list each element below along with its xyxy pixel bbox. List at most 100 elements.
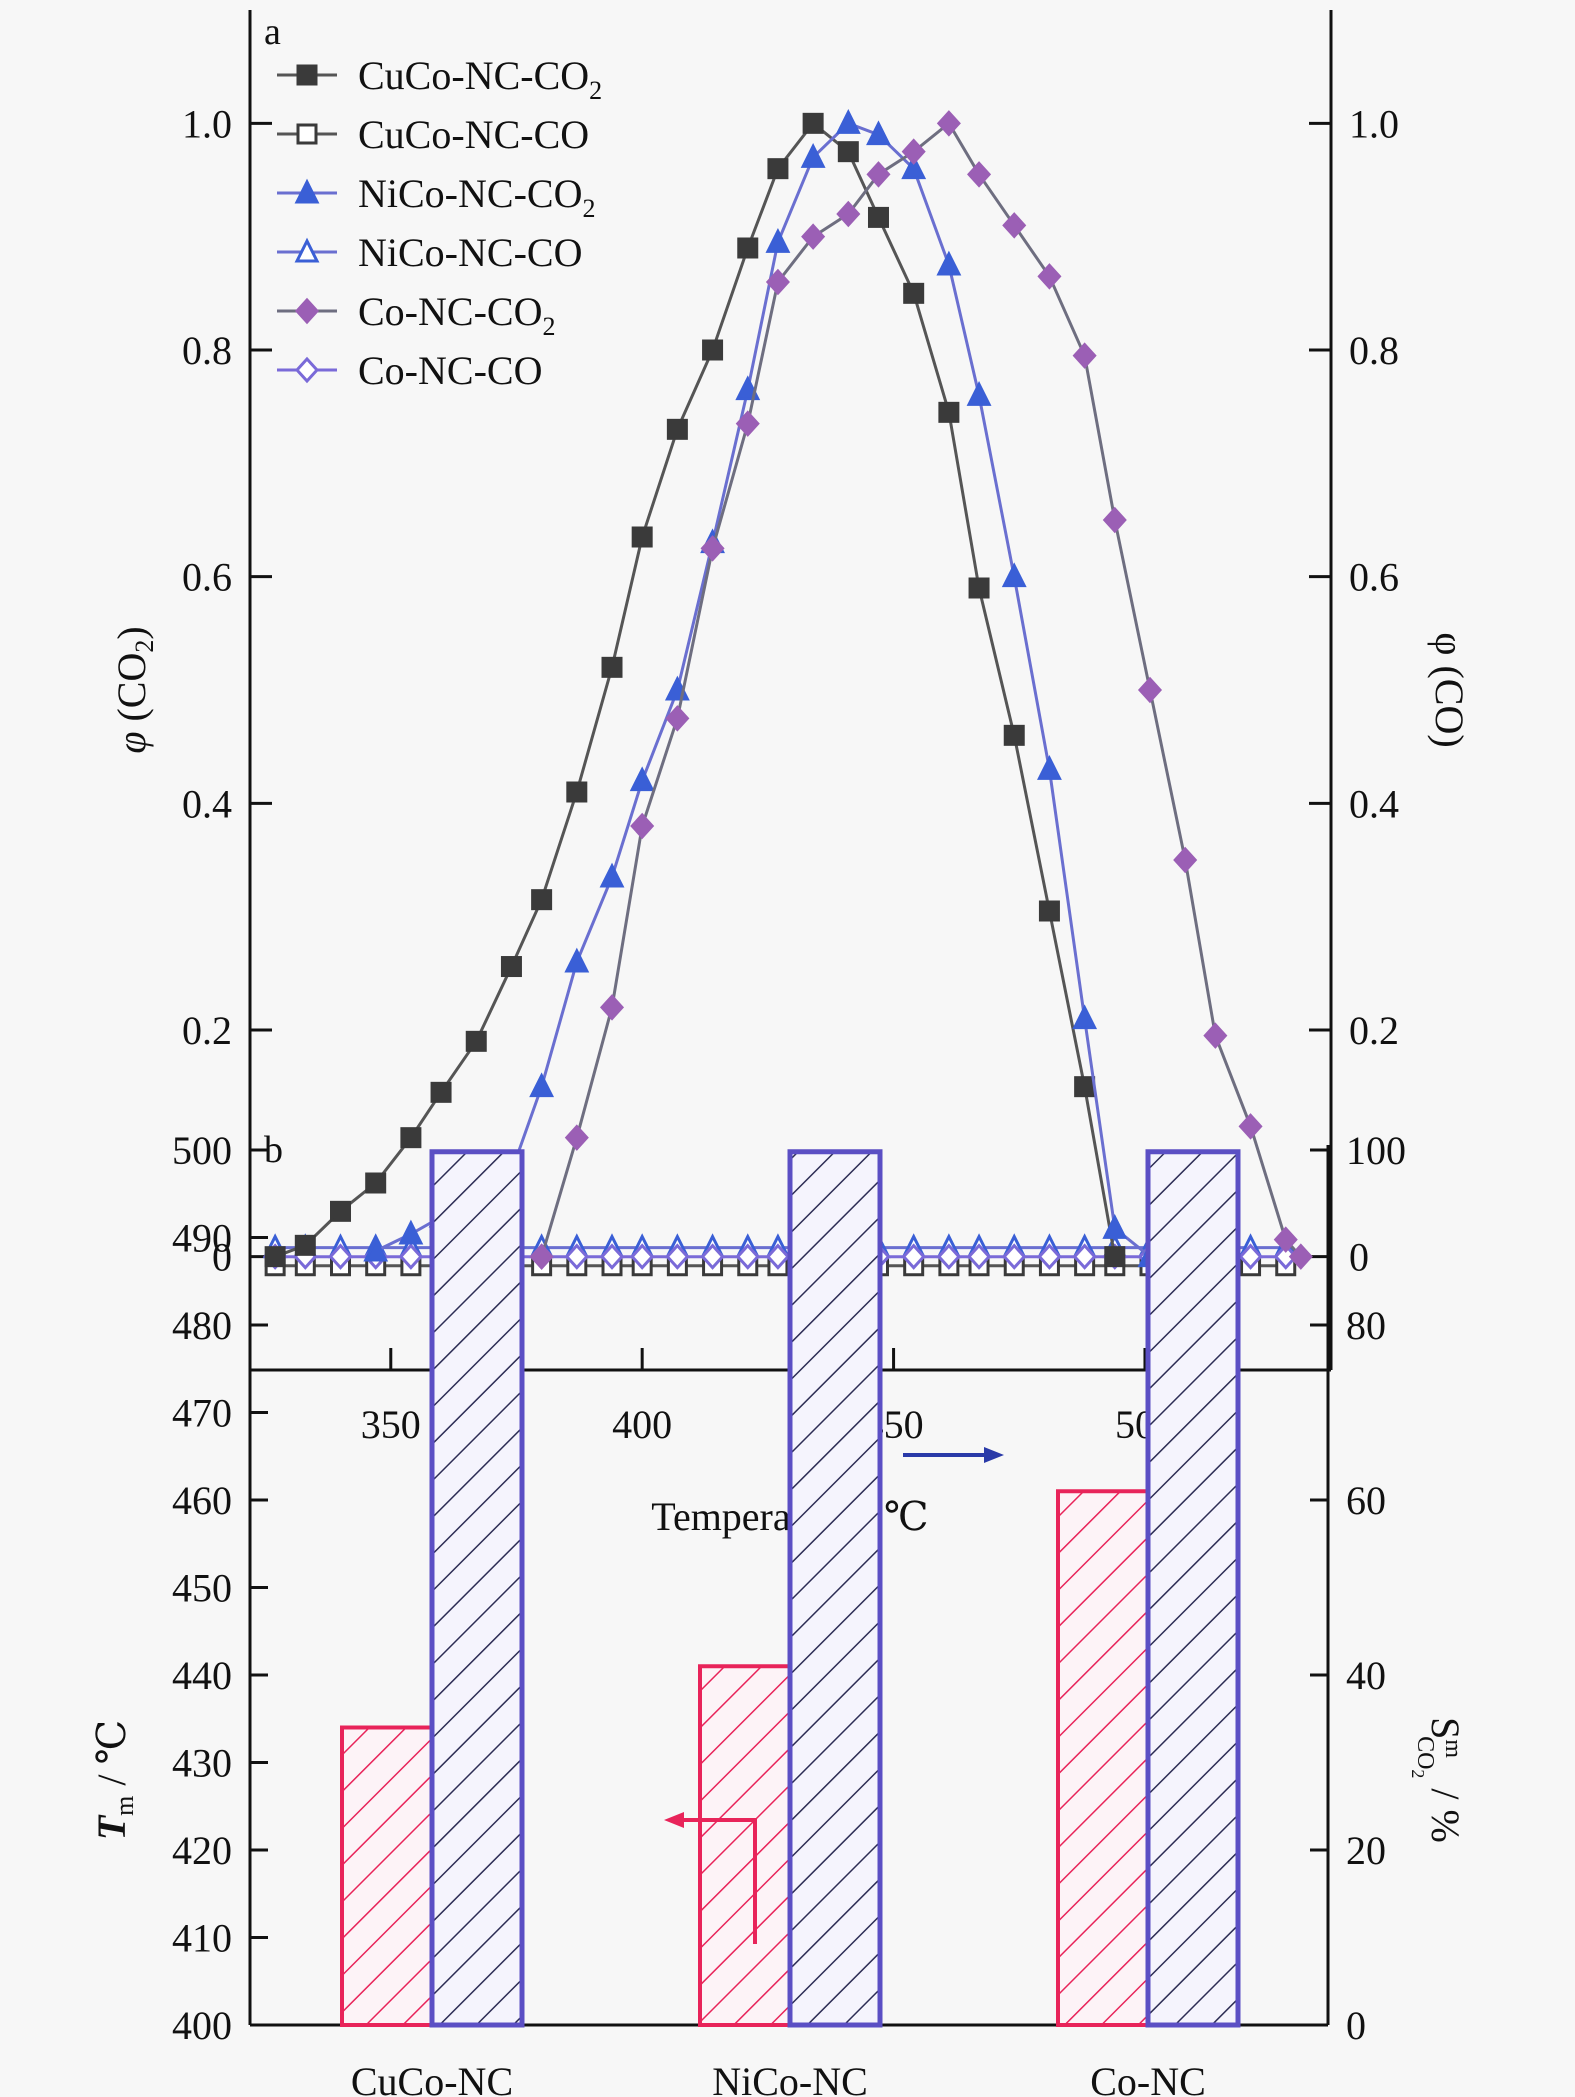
data-point — [1037, 263, 1062, 290]
data-point — [1072, 342, 1097, 369]
data-point — [1102, 506, 1127, 534]
data-point — [1072, 1243, 1097, 1270]
data-point — [867, 206, 889, 228]
legend-label: NiCo-NC-CO2 — [358, 171, 595, 223]
bar-tm — [698, 1664, 792, 2027]
data-point — [1238, 1113, 1263, 1140]
y-tick-label: 0.8 — [182, 328, 232, 373]
data-point — [1203, 1022, 1228, 1049]
data-point — [564, 1243, 589, 1270]
data-point — [936, 110, 961, 137]
legend-marker — [296, 123, 318, 145]
data-point — [531, 889, 553, 911]
bar-selectivity — [787, 1149, 883, 2028]
y-tick-label: 400 — [172, 2003, 232, 2048]
data-point — [500, 956, 522, 978]
panel-b-label: b — [264, 1129, 283, 1171]
legend-entry: CuCo-NC-CO — [277, 112, 589, 157]
legend-label: NiCo-NC-CO — [358, 230, 582, 275]
data-point — [901, 154, 927, 180]
data-point — [802, 112, 824, 134]
y2-axis-title-b: SmCO2 / % — [1408, 1717, 1468, 1843]
data-point — [365, 1172, 387, 1194]
data-point — [700, 1243, 725, 1270]
data-point — [599, 1243, 625, 1270]
legend: CuCo-NC-CO2 CuCo-NC-CO NiCo-NC-CO2 NiCo-NC-… — [277, 53, 602, 393]
series-nico-nc-co2 — [363, 108, 1163, 1268]
y-tick-label: 0.2 — [182, 1008, 232, 1053]
data-point — [967, 1243, 992, 1270]
data-point — [1002, 1243, 1027, 1270]
x-category-label: NiCo-NC — [712, 2059, 868, 2097]
series-cuco-nc-co2 — [264, 112, 1126, 1268]
y2-tick-label: 0.8 — [1349, 328, 1399, 373]
data-point — [936, 1243, 961, 1270]
data-point — [599, 994, 625, 1021]
data-point — [1273, 1226, 1298, 1253]
data-point — [1001, 562, 1027, 588]
data-point — [966, 380, 992, 406]
data-point — [601, 656, 623, 678]
data-point — [1104, 1246, 1126, 1268]
data-point — [801, 223, 826, 250]
data-point — [398, 1243, 423, 1270]
data-point — [400, 1127, 422, 1149]
legend-entry: CuCo-NC-CO2 — [277, 53, 602, 105]
bar-tm — [1056, 1489, 1150, 2027]
y2-axis-title: φ (CO) — [1427, 632, 1472, 747]
data-point — [1137, 676, 1163, 704]
series-co-nc-co2 — [529, 110, 1313, 1270]
data-point — [1072, 1004, 1098, 1030]
data-point — [1002, 212, 1027, 239]
data-point — [700, 535, 725, 562]
y2-tick-label: 0 — [1349, 1235, 1369, 1280]
data-point — [735, 410, 760, 437]
y-tick-label: 500 — [172, 1128, 232, 1173]
data-point — [765, 268, 790, 296]
data-point — [866, 120, 891, 146]
data-point — [837, 141, 859, 163]
y2-tick-label: 0.6 — [1349, 555, 1399, 600]
x-tick-label: 400 — [612, 1402, 672, 1447]
data-point — [630, 812, 655, 840]
data-point — [835, 108, 861, 134]
y-tick-label: 420 — [172, 1828, 232, 1873]
y2-tick-label: 0.2 — [1349, 1008, 1399, 1053]
data-point — [903, 282, 925, 304]
legend-marker — [294, 356, 320, 384]
y2-tick-label: 0.4 — [1349, 781, 1399, 826]
legend-label: CuCo-NC-CO2 — [358, 53, 602, 105]
bar-selectivity — [1145, 1149, 1241, 2028]
data-point — [1037, 1243, 1062, 1270]
data-point — [465, 1030, 487, 1052]
legend-marker — [296, 64, 318, 86]
data-point — [1037, 754, 1062, 780]
data-point — [1038, 900, 1060, 922]
data-point — [599, 862, 625, 888]
data-point — [1003, 724, 1025, 746]
left-arrow-annotation — [678, 1818, 757, 1944]
data-point — [968, 577, 990, 599]
data-point — [936, 250, 962, 276]
y2-tick-label: 0 — [1346, 2003, 1366, 2048]
left-arrow-head — [664, 1812, 684, 1828]
data-point — [735, 1243, 760, 1270]
legend-label: Co-NC-CO2 — [358, 289, 555, 341]
data-point — [765, 1243, 790, 1270]
bar-selectivity — [429, 1149, 525, 2028]
y-tick-label: 0.4 — [182, 781, 232, 826]
data-point — [328, 1243, 353, 1270]
data-point — [938, 401, 960, 423]
y-axis-title-b: Tm / ℃ — [89, 1720, 139, 1841]
data-point — [666, 418, 688, 440]
legend-entry: Co-NC-CO — [277, 348, 542, 393]
legend-entry: NiCo-NC-CO — [277, 230, 582, 275]
data-point — [430, 1081, 452, 1103]
y2-tick-label: 20 — [1346, 1828, 1386, 1873]
legend-marker — [294, 237, 320, 263]
data-point — [631, 526, 653, 548]
legend-marker — [294, 178, 320, 204]
y-tick-label: 450 — [172, 1566, 232, 1611]
data-point — [836, 200, 861, 228]
data-point — [1238, 1243, 1263, 1270]
